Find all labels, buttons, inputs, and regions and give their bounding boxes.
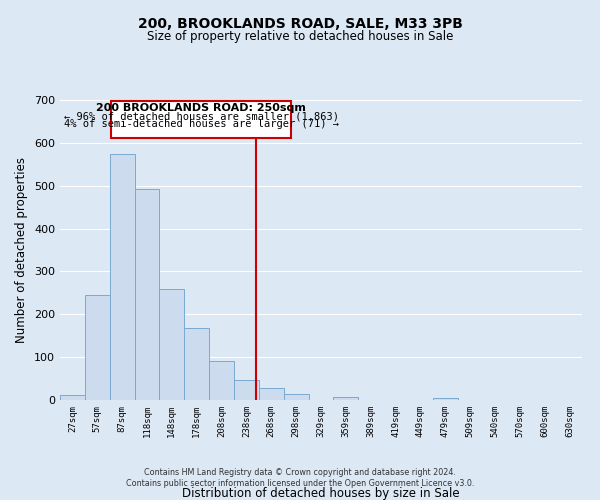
Bar [259, 388, 284, 400]
Text: 200 BROOKLANDS ROAD: 250sqm: 200 BROOKLANDS ROAD: 250sqm [96, 103, 306, 113]
Y-axis label: Number of detached properties: Number of detached properties [16, 157, 28, 343]
Bar [110, 154, 134, 400]
Text: 200, BROOKLANDS ROAD, SALE, M33 3PB: 200, BROOKLANDS ROAD, SALE, M33 3PB [137, 18, 463, 32]
Bar [60, 395, 85, 400]
Bar [85, 295, 110, 400]
Bar [134, 188, 160, 400]
Bar [234, 380, 259, 400]
Text: Contains HM Land Registry data © Crown copyright and database right 2024.
Contai: Contains HM Land Registry data © Crown c… [126, 468, 474, 487]
Bar [284, 394, 308, 400]
Bar [209, 361, 234, 400]
X-axis label: Distribution of detached houses by size in Sale: Distribution of detached houses by size … [182, 487, 460, 500]
Text: Size of property relative to detached houses in Sale: Size of property relative to detached ho… [147, 30, 453, 43]
Bar [433, 398, 458, 400]
FancyBboxPatch shape [111, 101, 291, 138]
Text: 4% of semi-detached houses are larger (71) →: 4% of semi-detached houses are larger (7… [64, 120, 338, 130]
Bar [160, 290, 184, 400]
Bar [184, 328, 209, 400]
Text: ← 96% of detached houses are smaller (1,863): ← 96% of detached houses are smaller (1,… [64, 112, 338, 122]
Bar [334, 396, 358, 400]
